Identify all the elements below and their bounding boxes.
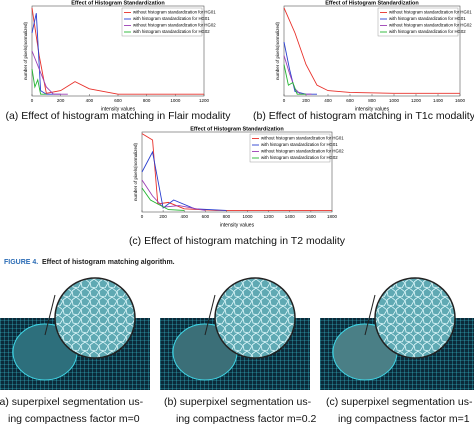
x-tick-label: 1000 — [170, 98, 181, 103]
x-tick-label: 200 — [57, 98, 65, 103]
x-tick-label: 0 — [141, 214, 144, 219]
legend — [121, 7, 203, 37]
legend — [249, 133, 331, 163]
chart-title: Effect of Histogram Standardization — [325, 0, 419, 6]
x-tick-label: 0 — [31, 98, 34, 103]
legend-label: without histogram standardization for HG… — [133, 10, 216, 15]
x-tick-label: 800 — [143, 98, 151, 103]
chart-caption: (c) Effect of histogram matching in T2 m… — [129, 235, 346, 247]
image-caption: (b) superpixel segmentation us- — [164, 396, 312, 408]
legend-label: without histogram standardization for HG… — [389, 23, 472, 28]
series-line — [31, 13, 61, 95]
legend-label: with histogram standardization for HG02 — [389, 29, 466, 34]
series-line — [31, 7, 204, 95]
series-line — [283, 7, 460, 94]
legend-label: without histogram standardization for HG… — [261, 136, 344, 141]
x-tick-label: 400 — [324, 98, 332, 103]
legend-label: with histogram standardization for HG01 — [389, 16, 466, 21]
x-tick-label: 1600 — [306, 214, 317, 219]
x-tick-label: 1200 — [264, 214, 275, 219]
legend-label: with histogram standardization for HG02 — [133, 29, 210, 34]
figure-text: Effect of histogram matching algorithm. — [42, 259, 175, 266]
legend-label: with histogram standardization for HG01 — [261, 142, 338, 147]
x-tick-label: 1600 — [455, 98, 466, 103]
image-caption: (a) superpixel segmentation us- — [0, 396, 144, 408]
series-line — [141, 187, 185, 211]
image-a — [0, 277, 150, 390]
y-axis-label: number of pixels(normalized) — [133, 142, 138, 201]
chart-title: Effect of Histogram Standardization — [190, 126, 284, 132]
image-caption: ing compactness factor m=1 — [338, 413, 470, 425]
chart: Effect of Histogram Standardization inten… — [5, 0, 231, 121]
x-tick-label: 800 — [368, 98, 376, 103]
x-axis-label: intensity values — [220, 222, 255, 228]
x-axis-label: intensity values — [355, 106, 390, 112]
chart-title: Effect of Histogram Standardization — [71, 0, 165, 6]
chart-caption: (a) Effect of histogram matching in Flai… — [5, 110, 231, 122]
x-tick-label: 1400 — [285, 214, 296, 219]
x-axis-label: intensity values — [101, 106, 136, 112]
x-tick-label: 400 — [180, 214, 188, 219]
legend-label: with histogram standardization for HG01 — [133, 16, 210, 21]
legend-label: with histogram standardization for HG02 — [261, 155, 338, 160]
series-line — [283, 64, 306, 95]
legend — [377, 7, 459, 37]
series-line — [31, 50, 68, 95]
superpixel-images — [0, 277, 474, 390]
x-tick-label: 600 — [114, 98, 122, 103]
x-tick-label: 1800 — [327, 214, 338, 219]
image-caption: ing compactness factor m=0.2 — [176, 413, 317, 425]
x-tick-label: 1000 — [389, 98, 400, 103]
figure-label: FIGURE 4. — [4, 259, 38, 266]
legend-label: without histogram standardization for HG… — [389, 10, 472, 15]
x-tick-label: 200 — [302, 98, 310, 103]
chart: Effect of Histogram Standardization inten… — [129, 126, 346, 246]
x-tick-label: 1400 — [433, 98, 444, 103]
image-caption: (c) superpixel segmentation us- — [326, 396, 473, 408]
series-line — [31, 68, 47, 95]
y-axis-label: number of pixels(normalized) — [23, 21, 28, 80]
x-tick-label: 200 — [159, 214, 167, 219]
image-b — [160, 277, 310, 390]
x-tick-label: 1000 — [243, 214, 254, 219]
image-captions: (a) superpixel segmentation us- ing comp… — [0, 396, 473, 425]
x-tick-label: 1200 — [199, 98, 210, 103]
x-tick-label: 400 — [86, 98, 94, 103]
chart-caption: (b) Effect of histogram matching in T1c … — [253, 110, 474, 122]
x-tick-label: 800 — [223, 214, 231, 219]
x-tick-label: 1200 — [411, 98, 422, 103]
chart: Effect of Histogram Standardization inten… — [253, 0, 474, 121]
legend-label: without histogram standardization for HG… — [133, 23, 216, 28]
x-tick-label: 600 — [346, 98, 354, 103]
x-tick-label: 600 — [202, 214, 210, 219]
image-c — [320, 277, 474, 390]
image-caption: ing compactness factor m=0 — [8, 413, 140, 425]
legend-label: without histogram standardization for HG… — [261, 149, 344, 154]
figure-caption: FIGURE 4. Effect of histogram matching a… — [4, 259, 175, 266]
y-axis-label: number of pixels(normalized) — [275, 21, 280, 80]
x-tick-label: 0 — [283, 98, 286, 103]
